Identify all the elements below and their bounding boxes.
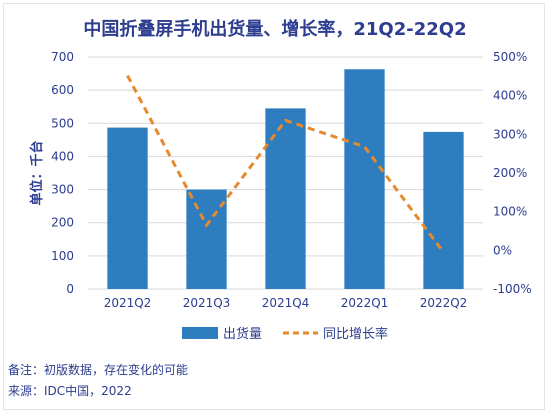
x-tick-label: 2022Q2 xyxy=(420,296,468,310)
y2-tick-label: 0% xyxy=(493,243,512,257)
y-tick-label: 700 xyxy=(51,50,74,64)
bar-2021Q4 xyxy=(265,108,306,289)
y-tick-label: 400 xyxy=(51,149,74,163)
chart-frame xyxy=(3,3,545,410)
x-tick-label: 2021Q4 xyxy=(262,296,310,310)
y-tick-label: 200 xyxy=(51,216,74,230)
legend-bar-swatch xyxy=(182,327,218,339)
source-note: 来源：IDC中国，2022 xyxy=(8,384,132,398)
x-tick-label: 2021Q3 xyxy=(183,296,231,310)
remark-note: 备注：初版数据，存在变化的可能 xyxy=(8,363,189,377)
y2-tick-label: 200% xyxy=(493,166,527,180)
legend-bar-label: 出货量 xyxy=(223,326,262,342)
y2-tick-label: 100% xyxy=(493,205,527,219)
bar-2022Q2 xyxy=(423,131,464,289)
y2-tick-label: 400% xyxy=(493,89,527,103)
chart-title: 中国折叠屏手机出货量、增长率，21Q2-22Q2 xyxy=(83,19,467,40)
y2-tick-label: 500% xyxy=(493,50,527,64)
x-tick-label: 2021Q2 xyxy=(104,296,152,310)
x-tick-label: 2022Q1 xyxy=(341,296,389,310)
y-tick-label: 0 xyxy=(66,282,74,296)
y-tick-label: 600 xyxy=(51,83,74,97)
y2-tick-label: -100% xyxy=(493,282,532,296)
y-tick-label: 300 xyxy=(51,183,74,197)
legend-line-label: 同比增长率 xyxy=(323,326,388,342)
y-tick-label: 500 xyxy=(51,116,74,130)
bar-2022Q1 xyxy=(344,69,385,290)
y-axis-label: 单位：千台 xyxy=(29,140,45,205)
y-tick-label: 100 xyxy=(51,249,74,263)
y2-tick-label: 300% xyxy=(493,127,527,141)
bar-2021Q2 xyxy=(107,127,148,289)
growth-rate-line xyxy=(126,74,445,254)
